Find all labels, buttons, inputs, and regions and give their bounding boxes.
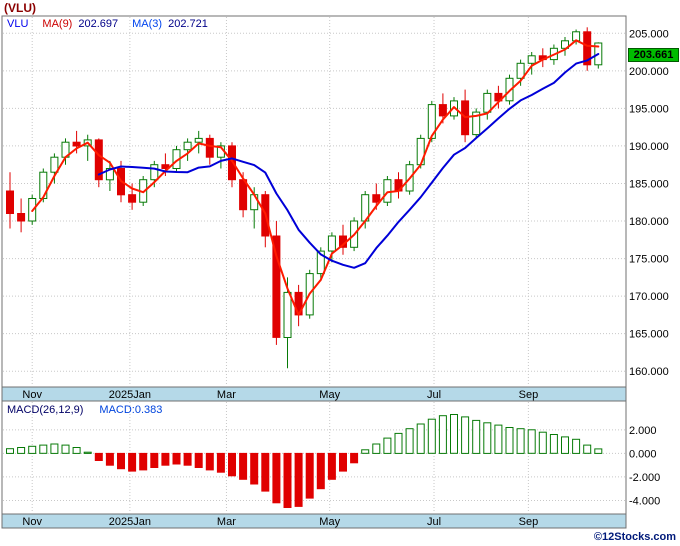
ma-fast-line bbox=[31, 39, 600, 316]
y-axis-labels: 205.000 200.000 195.000 190.000 185.000 180.0… bbox=[629, 28, 669, 507]
ma-slow-line bbox=[97, 53, 600, 269]
svg-text:Mar: Mar bbox=[217, 389, 236, 401]
ma3-value: 202.721 bbox=[168, 18, 208, 30]
svg-text:May: May bbox=[319, 516, 340, 528]
svg-text:170.000: 170.000 bbox=[629, 291, 669, 303]
svg-text:160.000: 160.000 bbox=[629, 366, 669, 378]
month-labels: Nov Nov 2025Jan 2025Jan Mar Mar May May Jul Jul Se… bbox=[22, 389, 538, 528]
svg-text:Sep: Sep bbox=[519, 389, 539, 401]
price-legend: VLU MA(9) 202.697 MA(3) 202.721 bbox=[7, 18, 208, 30]
svg-text:185.000: 185.000 bbox=[629, 179, 669, 191]
svg-text:175.000: 175.000 bbox=[629, 254, 669, 266]
ma9-label: MA(9) bbox=[42, 18, 73, 30]
svg-text:0.000: 0.000 bbox=[629, 448, 657, 460]
macd-histogram bbox=[6, 414, 603, 508]
svg-text:-2.000: -2.000 bbox=[629, 472, 660, 484]
svg-text:Nov: Nov bbox=[22, 516, 42, 528]
svg-text:195.000: 195.000 bbox=[629, 103, 669, 115]
svg-text:190.000: 190.000 bbox=[629, 141, 669, 153]
copyright-link[interactable]: ©12Stocks.com bbox=[593, 531, 676, 543]
svg-text:180.000: 180.000 bbox=[629, 216, 669, 228]
svg-text:2025Jan: 2025Jan bbox=[109, 516, 151, 528]
svg-text:Jul: Jul bbox=[427, 516, 441, 528]
svg-text:-4.000: -4.000 bbox=[629, 496, 660, 508]
ma9-legend: MA(9) 202.697 bbox=[42, 18, 118, 30]
svg-text:Jul: Jul bbox=[427, 389, 441, 401]
svg-text:2025Jan: 2025Jan bbox=[109, 389, 151, 401]
macd-value: MACD:0.383 bbox=[99, 404, 163, 416]
ma3-label: MA(3) bbox=[132, 18, 163, 30]
svg-text:Mar: Mar bbox=[217, 516, 236, 528]
page-title: (VLU) bbox=[4, 1, 36, 15]
ma9-value: 202.697 bbox=[78, 18, 119, 30]
svg-text:May: May bbox=[319, 389, 340, 401]
macd-label: MACD(26,12,9) bbox=[7, 404, 84, 416]
svg-text:205.000: 205.000 bbox=[629, 28, 669, 40]
svg-text:200.000: 200.000 bbox=[629, 66, 669, 78]
macd-legend: MACD(26,12,9) MACD:0.383 bbox=[7, 404, 162, 416]
svg-text:Nov: Nov bbox=[22, 389, 42, 401]
svg-text:2.000: 2.000 bbox=[629, 425, 657, 437]
ticker-symbol-label: VLU bbox=[7, 18, 29, 30]
svg-text:Sep: Sep bbox=[519, 516, 539, 528]
ma3-legend: MA(3) 202.721 bbox=[132, 18, 208, 30]
last-price-badge: 203.661 bbox=[628, 48, 679, 62]
svg-text:165.000: 165.000 bbox=[629, 329, 669, 341]
